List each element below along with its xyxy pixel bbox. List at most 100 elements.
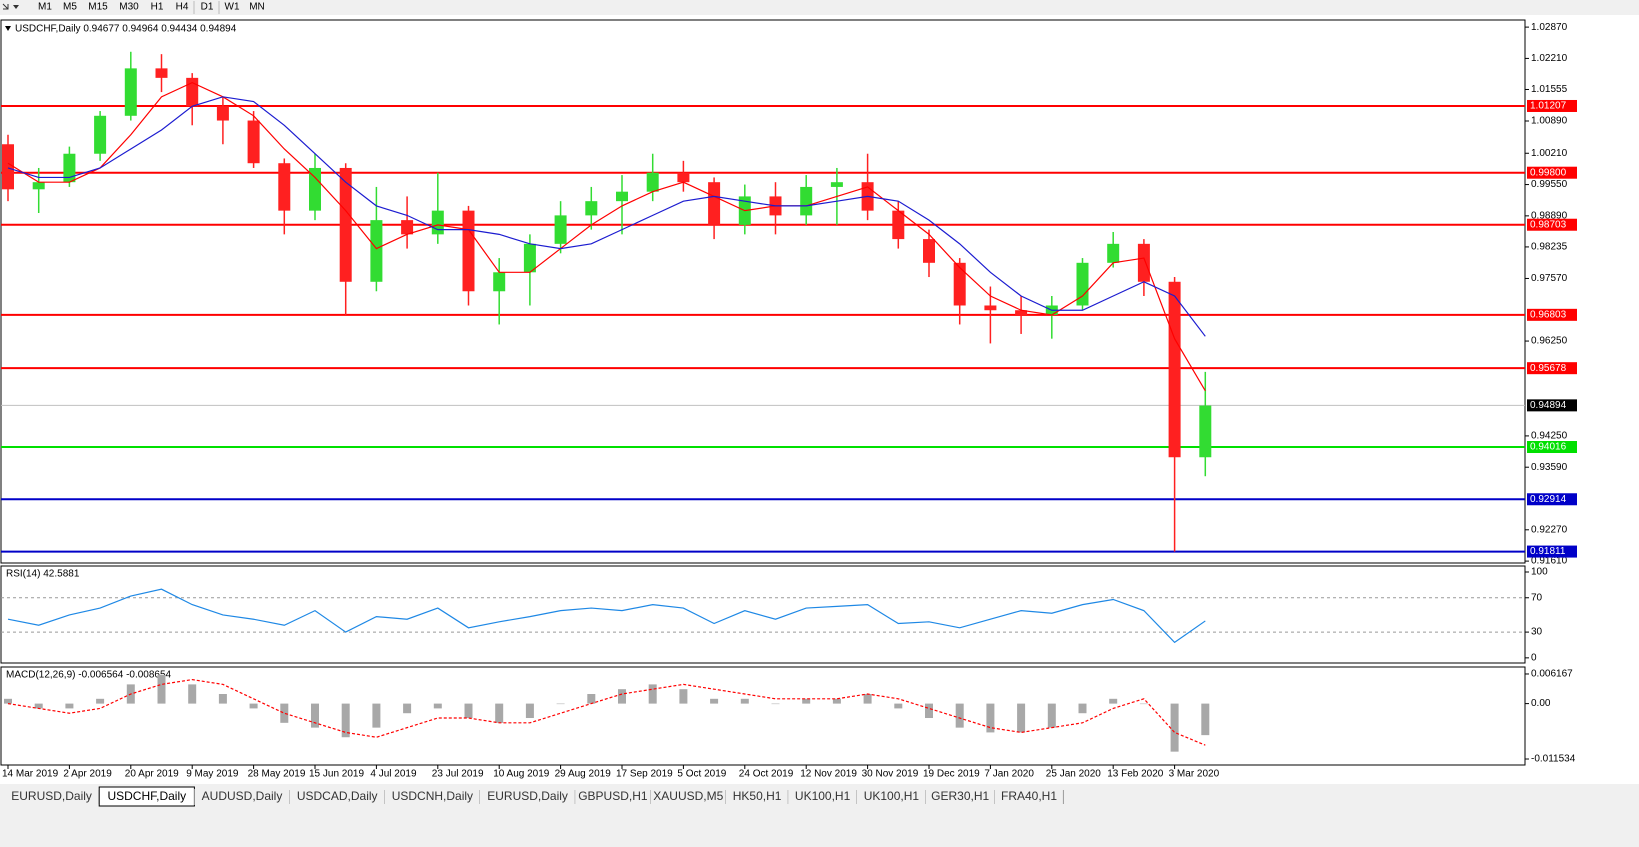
timeframe-button[interactable]: W1 (225, 2, 240, 13)
tab-label[interactable]: USDCNH,Daily (392, 789, 473, 803)
toolbar (0, 0, 1639, 15)
tab-label[interactable]: EURUSD,Daily (487, 789, 568, 803)
x-tick-label: 2 Apr 2019 (63, 769, 112, 780)
x-tick-label: 7 Jan 2020 (984, 769, 1034, 780)
macd-bar (1109, 698, 1118, 704)
tab-label[interactable]: XAUUSD,M5 (653, 789, 723, 803)
tab[interactable] (726, 789, 789, 805)
macd-bar (525, 703, 534, 719)
x-tick-label: 23 Jul 2019 (432, 769, 484, 780)
tab-label[interactable]: USDCHF,Daily (107, 789, 186, 803)
macd-bar (802, 698, 811, 704)
tab[interactable] (289, 789, 385, 805)
y-tick-label: 30 (1531, 627, 1543, 638)
macd-bar (433, 703, 442, 709)
price-pane (0, 19, 1526, 564)
macd-bar (96, 698, 105, 704)
tab-label[interactable]: EURUSD,Daily (11, 789, 92, 803)
y-tick-label: 0.94250 (1531, 431, 1568, 442)
level-label-box (1527, 399, 1577, 412)
timeframe-button[interactable]: M1 (38, 2, 52, 13)
candle-body (401, 220, 414, 235)
candle-body (63, 153, 76, 183)
macd-bar (863, 693, 872, 704)
candle-body (708, 182, 721, 225)
timeframe-button[interactable]: M30 (119, 2, 139, 13)
tab[interactable] (4, 789, 100, 805)
tab[interactable] (788, 789, 857, 805)
x-tick-label: 5 Oct 2019 (677, 769, 726, 780)
candle-body (984, 305, 997, 311)
tab[interactable] (857, 789, 926, 805)
candle-body (431, 210, 444, 235)
tab[interactable] (650, 789, 726, 805)
macd-bar (65, 703, 74, 709)
tab[interactable] (194, 789, 290, 805)
macd-bar (1201, 703, 1210, 736)
macd-bar (372, 703, 381, 728)
candle-body (830, 182, 843, 187)
macd-bar (1078, 703, 1087, 714)
candle-body (309, 167, 321, 211)
x-tick-label: 4 Jul 2019 (370, 769, 417, 780)
tab[interactable] (925, 789, 995, 805)
tab[interactable] (994, 789, 1064, 805)
y-tick-label: 100 (1531, 567, 1548, 578)
tab[interactable] (575, 789, 651, 805)
tab-label[interactable]: USDCAD,Daily (297, 789, 378, 803)
macd-bar (4, 698, 12, 704)
macd-bar (249, 703, 258, 709)
y-tick-label: 0 (1531, 652, 1537, 663)
y-tick-label: 1.00890 (1531, 116, 1568, 127)
candle-body (923, 239, 935, 263)
y-tick-label: 0.00 (1531, 698, 1551, 709)
timeframe-button[interactable]: M5 (63, 2, 77, 13)
macd-bar (495, 703, 504, 723)
x-tick-label: 14 Mar 2019 (2, 769, 59, 780)
level-label: 0.99800 (1530, 167, 1567, 178)
x-tick-label: 9 May 2019 (186, 769, 239, 780)
candle-body (339, 167, 352, 282)
level-label: 0.95678 (1530, 363, 1567, 374)
timeframe-button[interactable]: M15 (88, 2, 108, 13)
rsi-line (7, 588, 1206, 644)
macd-bar (403, 703, 412, 714)
timeframe-button[interactable]: MN (249, 2, 265, 13)
tab[interactable] (384, 789, 480, 805)
y-tick-label: 0.93590 (1531, 462, 1568, 473)
level-label: 0.94894 (1530, 400, 1567, 411)
level-label: 0.92914 (1530, 494, 1567, 505)
tab-label[interactable]: GBPUSD,H1 (578, 789, 648, 803)
tab-label[interactable]: FRA40,H1 (1001, 789, 1057, 803)
candle-body (493, 272, 506, 292)
x-tick-label: 10 Aug 2019 (493, 769, 550, 780)
y-tick-label: 0.97570 (1531, 273, 1568, 284)
y-tick-label: 0.92270 (1531, 524, 1568, 535)
tab-label[interactable]: GER30,H1 (931, 789, 989, 803)
macd-bar (556, 703, 565, 705)
candle-body (94, 115, 107, 154)
y-tick-label: 0.99550 (1531, 179, 1568, 190)
timeframe-button[interactable]: H4 (176, 2, 189, 13)
y-tick-label: 0.91610 (1531, 556, 1568, 567)
tab-label[interactable]: UK100,H1 (795, 789, 851, 803)
rsi-title: RSI(14) 42.5881 (6, 569, 80, 580)
tab-label[interactable]: HK50,H1 (733, 789, 782, 803)
level-label-box (1527, 308, 1577, 321)
timeframe-button[interactable]: H1 (151, 2, 164, 13)
macd-bar (618, 689, 626, 704)
macd-bar (1139, 703, 1148, 705)
tab[interactable] (480, 789, 576, 805)
timeframe-button[interactable]: D1 (201, 2, 214, 13)
header-arrow (5, 26, 11, 31)
rsi-pane (0, 565, 1526, 664)
macd-bar (648, 684, 657, 704)
x-tick-label: 29 Aug 2019 (555, 769, 612, 780)
macd-bar (955, 703, 964, 728)
tab-label[interactable]: UK100,H1 (864, 789, 920, 803)
x-tick-label: 19 Dec 2019 (923, 769, 980, 780)
candle-body (247, 120, 260, 164)
tab-label[interactable]: AUDUSD,Daily (202, 789, 283, 803)
x-tick-label: 12 Nov 2019 (800, 769, 857, 780)
